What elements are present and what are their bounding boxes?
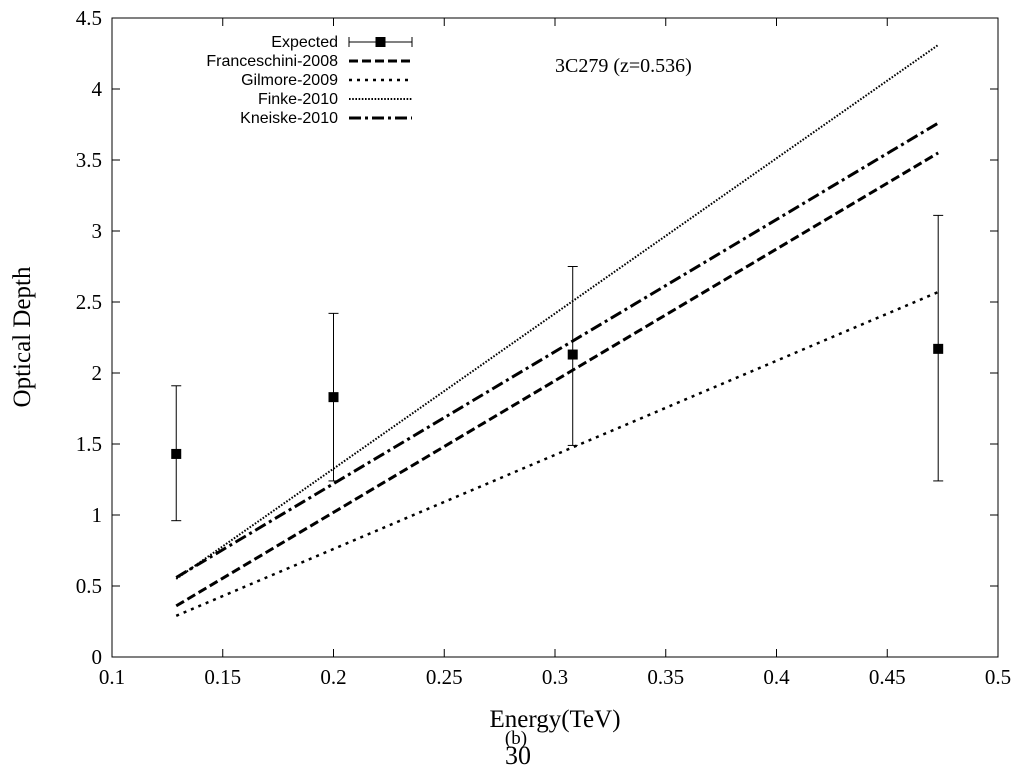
x-tick-label: 0.45 — [869, 665, 906, 689]
legend-label: Kneiske-2010 — [240, 110, 338, 127]
y-axis-title: Optical Depth — [9, 266, 36, 407]
legend-sample-marker — [375, 37, 386, 47]
data-point — [933, 343, 944, 354]
page-number: 30 — [505, 741, 531, 767]
series-line-finke-2010 — [175, 44, 939, 580]
y-tick-label: 1.5 — [76, 432, 102, 456]
x-tick-label: 0.1 — [99, 665, 125, 689]
x-axis: 0.1 0.15 0.2 0.25 0.3 0.35 0.4 0.45 0.5 — [99, 18, 1011, 689]
x-tick-label: 0.5 — [985, 665, 1011, 689]
x-tick-label: 0.2 — [320, 665, 346, 689]
y-tick-label: 2.5 — [76, 290, 102, 314]
legend: Expected Franceschini-2008 Gilmore-2009 Fin… — [206, 34, 413, 127]
y-tick-label: 1 — [92, 503, 103, 527]
x-tick-label: 0.3 — [542, 665, 568, 689]
chart-annotation: 3C279 (z=0.536) — [555, 55, 692, 77]
y-tick-label: 3.5 — [76, 148, 102, 172]
y-tick-label: 4 — [92, 77, 103, 101]
legend-label: Expected — [271, 34, 338, 51]
y-tick-label: 3 — [92, 219, 103, 243]
series-line-kneiske-2010 — [175, 121, 939, 579]
x-axis-title: Energy(TeV) — [489, 706, 620, 733]
x-tick-label: 0.25 — [426, 665, 463, 689]
series-line-gilmore-2009 — [175, 290, 939, 617]
data-point — [328, 392, 339, 403]
y-tick-label: 4.5 — [76, 6, 102, 30]
y-tick-label: 2 — [92, 361, 103, 385]
x-tick-label: 0.4 — [763, 665, 790, 689]
y-tick-label: 0 — [92, 645, 103, 669]
plot-area — [171, 44, 944, 617]
x-tick-label: 0.15 — [204, 665, 241, 689]
series-line-franceschini-2008 — [175, 151, 939, 608]
legend-label: Finke-2010 — [258, 91, 338, 108]
legend-label: Gilmore-2009 — [241, 72, 338, 89]
data-point — [567, 349, 578, 360]
y-axis: 0 0.5 1 1.5 2 2.5 3 3.5 4 4.5 — [76, 6, 998, 669]
y-tick-label: 0.5 — [76, 574, 102, 598]
x-tick-label: 0.35 — [647, 665, 684, 689]
legend-label: Franceschini-2008 — [206, 53, 338, 70]
data-point — [171, 448, 182, 459]
subfigure-label: (b) — [505, 728, 527, 749]
